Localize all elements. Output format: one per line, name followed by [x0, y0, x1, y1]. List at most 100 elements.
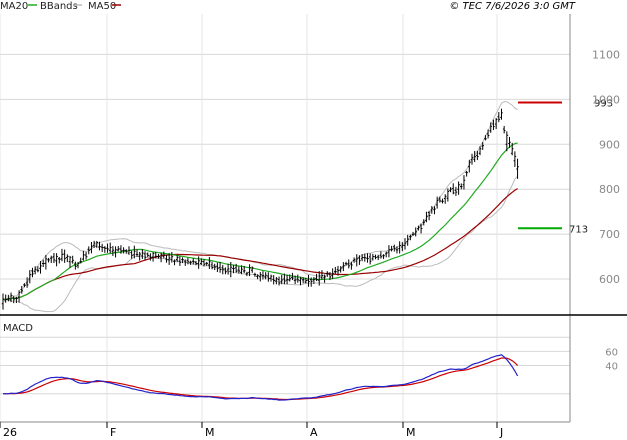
- ohlc-bar-76: [205, 261, 208, 266]
- ohlc-bar-151: [406, 234, 409, 246]
- level-label-713: 713: [569, 224, 588, 235]
- ohlc-bar-3: [9, 292, 13, 303]
- ohlc-bar-50: [135, 249, 139, 257]
- legend-ma50-label: MA50: [88, 1, 116, 12]
- ohlc-bar-48: [130, 250, 133, 259]
- ohlc-bar-152: [409, 234, 412, 241]
- ohlc-bar-166: [446, 188, 450, 202]
- ohlc-bar-2: [7, 294, 10, 302]
- ohlc-bar-182: [489, 122, 493, 133]
- legend: MA20 BBands MA50: [0, 1, 121, 12]
- ohlc-bar-122: [328, 272, 332, 281]
- price-tick-label-600: 600: [599, 273, 620, 286]
- ohlc-bar-107: [288, 274, 292, 282]
- ohlc-bar-165: [443, 194, 447, 204]
- ohlc-bar-81: [218, 261, 222, 273]
- ohlc-bar-20: [55, 253, 58, 267]
- ohlc-bar-69: [186, 257, 190, 265]
- axis-ticks: 600 700 800 900 1000 1100 40 60 26 F M A M J: [0, 48, 620, 439]
- ohlc-bar-105: [283, 273, 286, 285]
- ohlc-bar-189: [508, 136, 511, 148]
- ohlc-bar-132: [355, 254, 359, 267]
- ohlc-bar-42: [114, 246, 117, 258]
- macd-line: [2, 354, 519, 401]
- ohlc-bar-134: [360, 254, 364, 262]
- ohlc-bar-61: [165, 254, 168, 263]
- ohlc-bar-104: [280, 274, 284, 285]
- ohlc-bar-41: [111, 245, 115, 256]
- ohlc-bar-56: [151, 252, 155, 262]
- ohlc-bar-118: [317, 271, 321, 286]
- ohlc-bar-12: [33, 266, 37, 275]
- ohlc-bar-114: [307, 274, 310, 287]
- ohlc-bar-78: [210, 261, 214, 270]
- ohlc-bar-15: [41, 259, 45, 268]
- ohlc-bar-70: [189, 260, 192, 265]
- main-grid: [0, 14, 570, 422]
- ohlc-bar-52: [141, 249, 144, 259]
- macd-grid: [0, 336, 570, 395]
- ohlc-bar-103: [277, 276, 281, 286]
- ohlc-bar-36: [98, 241, 101, 251]
- ohlc-bar-35: [95, 240, 99, 248]
- ohlc-bar-4: [12, 296, 16, 304]
- ohlc-bar-39: [106, 243, 109, 253]
- ohlc-bar-59: [159, 252, 163, 263]
- ohlc-bar-23: [63, 249, 66, 263]
- ohlc-bar-183: [492, 119, 495, 131]
- price-tick-label-1100: 1100: [592, 48, 620, 61]
- ohlc-bar-43: [116, 246, 120, 252]
- ohlc-bar-97: [261, 271, 265, 280]
- ohlc-bar-67: [181, 257, 184, 264]
- ohlc-bar-18: [49, 255, 53, 263]
- ohlc-bar-168: [451, 183, 455, 195]
- ohlc-bar-158: [425, 211, 428, 223]
- ohlc-bar-45: [122, 247, 125, 254]
- ohlc-bar-68: [183, 259, 187, 266]
- price-tick-label-900: 900: [599, 138, 620, 151]
- ohlc-bar-146: [392, 244, 396, 252]
- macd-panel-title: MACD: [3, 323, 33, 334]
- ohlc-bar-0: [1, 293, 5, 310]
- ohlc-bar-164: [441, 198, 444, 204]
- ohlc-bar-30: [82, 250, 85, 261]
- ohlc-bar-86: [232, 265, 235, 274]
- ohlc-bar-79: [213, 263, 217, 271]
- ohlc-bar-119: [320, 270, 324, 280]
- x-tick-label-1: F: [110, 426, 116, 439]
- ohlc-bar-91: [245, 271, 249, 277]
- legend-bbands-label: BBands: [40, 1, 78, 12]
- ohlc-bar-32: [87, 246, 91, 255]
- ohlc-bar-33: [90, 241, 93, 254]
- ohlc-bar-27: [74, 261, 77, 270]
- ohlc-bar-109: [293, 275, 297, 285]
- price-tick-label-700: 700: [599, 228, 620, 241]
- ohlc-bar-47: [127, 246, 131, 255]
- legend-ma20-label: MA20: [0, 1, 28, 12]
- ohlc-bar-190: [510, 142, 514, 156]
- ohlc-bar-170: [457, 181, 460, 195]
- ohlc-bar-137: [368, 253, 372, 265]
- ohlc-bar-110: [296, 274, 300, 283]
- ohlc-bar-71: [191, 258, 195, 265]
- ohlc-bar-63: [170, 252, 174, 263]
- ohlc-bar-123: [331, 268, 334, 279]
- ohlc-bar-37: [100, 243, 104, 252]
- ohlc-bar-150: [403, 238, 407, 250]
- x-tick-label-3: A: [310, 426, 318, 439]
- ohlc-bar-44: [119, 245, 123, 254]
- ohlc-bar-8: [23, 283, 26, 288]
- ohlc-bar-181: [486, 129, 490, 139]
- ohlc-bar-147: [395, 246, 399, 254]
- ohlc-bar-115: [309, 277, 313, 287]
- ohlc-bar-21: [57, 257, 61, 264]
- ohlc-bar-156: [419, 223, 423, 234]
- moving-averages: [2, 142, 518, 301]
- ohlc-bar-174: [468, 159, 471, 173]
- ohlc-bar-92: [248, 264, 251, 277]
- ohlc-bar-75: [202, 259, 206, 267]
- ohlc-bar-87: [234, 263, 238, 273]
- ohlc-bar-101: [272, 275, 275, 285]
- ohlc-bar-135: [363, 253, 367, 262]
